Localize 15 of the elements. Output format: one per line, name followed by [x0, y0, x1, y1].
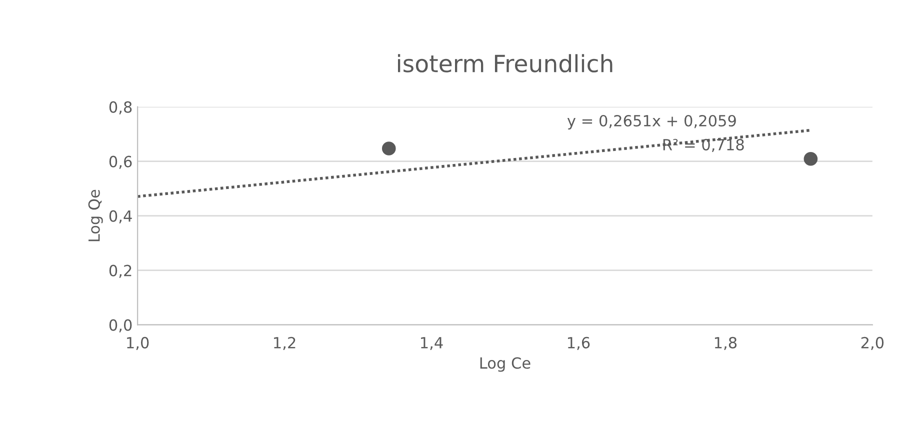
x-tick-label: 1,2 — [274, 336, 296, 350]
x-tick-label: 1,0 — [127, 336, 149, 350]
x-tick-label: 1,8 — [714, 336, 737, 350]
x-tick-label: 1,6 — [568, 336, 590, 350]
x-tick-label: 2,0 — [861, 336, 884, 350]
y-tick-label: 0,8 — [109, 101, 132, 114]
y-tick-label: 0,6 — [109, 156, 132, 169]
y-tick-label: 0,2 — [109, 264, 132, 278]
annotation: y = 0,2651x + 0,2059 — [567, 114, 736, 130]
y-axis-title: Log Qe — [88, 190, 103, 242]
x-axis-title: Log Ce — [480, 357, 530, 372]
y-tick-label: 0,4 — [109, 210, 132, 224]
x-tick-label: 1,4 — [421, 337, 443, 350]
chart-title: isoterm Freundlich — [398, 54, 612, 72]
y-tick-label: 0,0 — [109, 319, 132, 332]
